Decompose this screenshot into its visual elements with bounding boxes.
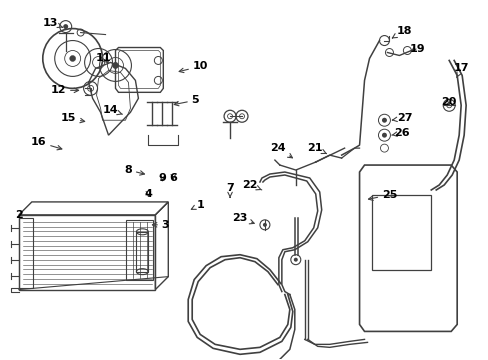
Circle shape xyxy=(381,118,386,123)
Text: 25: 25 xyxy=(368,190,396,201)
Text: 1: 1 xyxy=(191,200,203,210)
Text: 11: 11 xyxy=(96,54,111,63)
Text: 14: 14 xyxy=(102,105,122,115)
Text: 26: 26 xyxy=(391,128,409,138)
Circle shape xyxy=(263,223,266,227)
Text: 7: 7 xyxy=(226,183,233,197)
Text: 19: 19 xyxy=(408,44,424,54)
Text: 10: 10 xyxy=(179,62,207,73)
Circle shape xyxy=(69,55,76,62)
Text: 2: 2 xyxy=(15,210,23,220)
Text: 16: 16 xyxy=(31,137,61,150)
Bar xyxy=(136,232,148,272)
Text: 15: 15 xyxy=(61,113,84,123)
Text: 12: 12 xyxy=(51,85,79,95)
Text: 6: 6 xyxy=(169,173,177,183)
Text: 9: 9 xyxy=(158,173,166,183)
Text: 4: 4 xyxy=(144,189,152,199)
Text: 3: 3 xyxy=(152,220,169,230)
Text: 18: 18 xyxy=(391,26,411,38)
Text: 21: 21 xyxy=(306,143,326,154)
Circle shape xyxy=(293,258,297,262)
Text: 20: 20 xyxy=(441,97,456,107)
Circle shape xyxy=(381,133,386,138)
Text: 23: 23 xyxy=(232,213,254,224)
Text: 13: 13 xyxy=(43,18,62,28)
Circle shape xyxy=(63,24,68,29)
Text: 5: 5 xyxy=(174,95,199,106)
Text: 22: 22 xyxy=(242,180,261,190)
Text: 27: 27 xyxy=(391,113,411,123)
Circle shape xyxy=(112,62,118,68)
Text: 8: 8 xyxy=(124,165,144,175)
Text: 24: 24 xyxy=(269,143,292,158)
Text: 17: 17 xyxy=(452,63,468,77)
